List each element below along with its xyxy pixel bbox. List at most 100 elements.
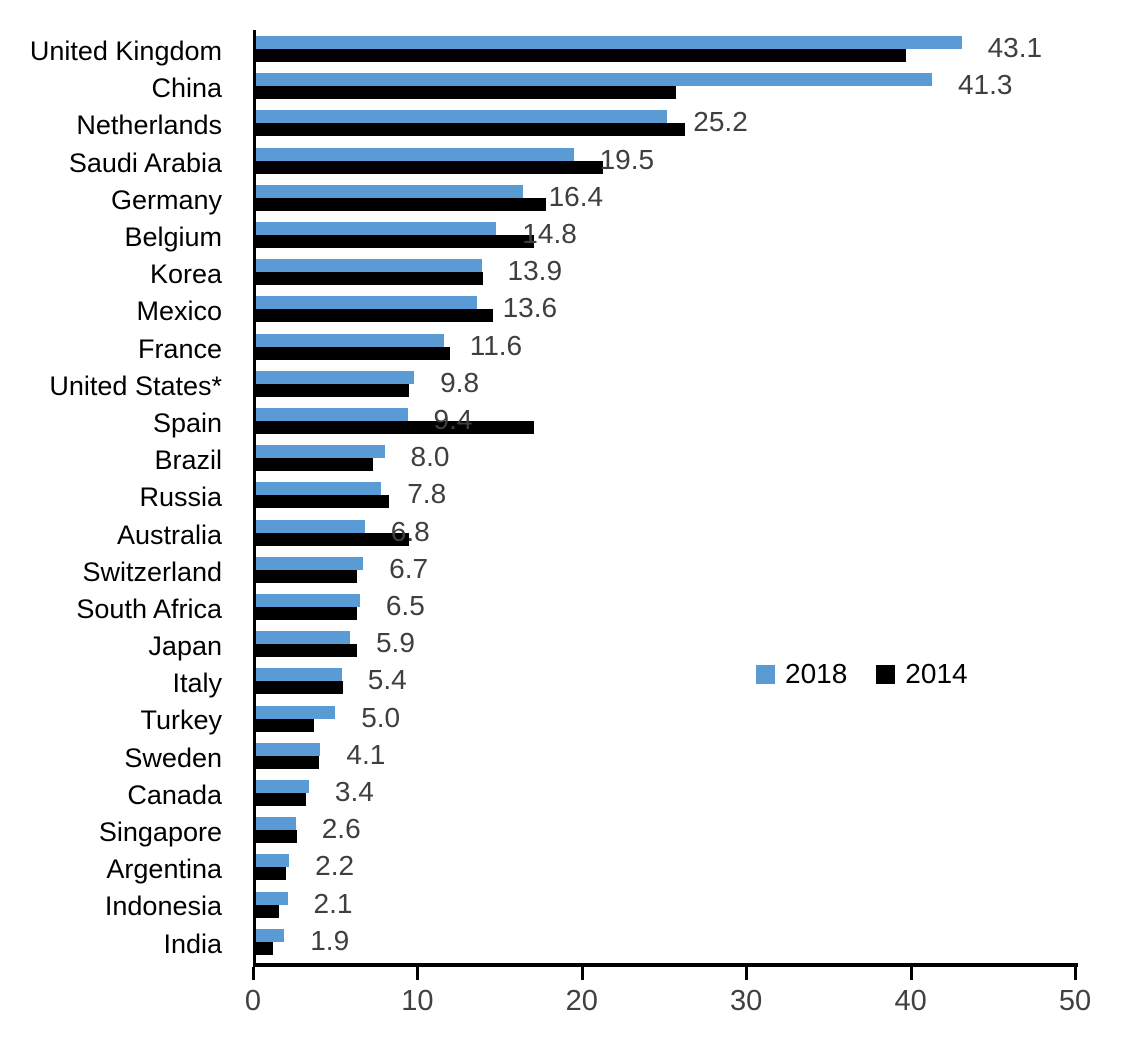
bar-group: 1.9 xyxy=(253,926,1075,963)
legend-swatch-2018-icon xyxy=(756,664,775,684)
category-label: India xyxy=(163,928,222,959)
category-label: Argentina xyxy=(106,854,222,885)
category-label: Brazil xyxy=(154,445,222,476)
bar-group: 5.0 xyxy=(253,703,1075,740)
bar-2014 xyxy=(253,532,410,546)
bar-2018 xyxy=(253,631,350,645)
bar-2014 xyxy=(253,49,906,62)
category-label: Canada xyxy=(127,779,222,810)
bar-2018 xyxy=(253,780,309,793)
x-axis-tick xyxy=(1074,967,1077,980)
category-label: Japan xyxy=(148,631,222,662)
category-label: France xyxy=(137,333,222,364)
bar-2018 xyxy=(253,408,408,421)
bar-2018 xyxy=(253,928,285,942)
category-label: Belgium xyxy=(124,222,222,253)
bar-group: 6.5 xyxy=(253,591,1075,628)
x-axis-tick-label: 50 xyxy=(1058,985,1092,1017)
category-label: Mexico xyxy=(136,296,222,327)
y-axis-line xyxy=(253,30,256,967)
bar-2014 xyxy=(253,421,535,434)
data-label: 13.6 xyxy=(502,292,558,324)
bar-group: 25.2 xyxy=(253,107,1075,144)
bar-2018 xyxy=(253,370,415,384)
data-label: 6.5 xyxy=(385,590,425,621)
bar-2014 xyxy=(253,904,280,918)
bar-group: 5.9 xyxy=(253,628,1075,665)
category-labels: United Kingdom China Netherlands Saudi Arab… xyxy=(0,33,253,963)
x-axis-tick xyxy=(909,967,913,980)
x-axis-tick-label: 10 xyxy=(401,985,434,1017)
x-axis-tick-label: 40 xyxy=(894,985,927,1017)
category-label: Korea xyxy=(149,259,222,290)
bar-2018 xyxy=(253,222,497,235)
bar-group: 2.2 xyxy=(253,851,1075,888)
bar-2014 xyxy=(253,346,451,360)
x-axis-tick xyxy=(745,967,749,980)
bar-2018 xyxy=(253,184,523,198)
bar-group: 16.4 xyxy=(253,182,1075,219)
bar-group: 5.4 xyxy=(253,665,1075,702)
category-label: Turkey xyxy=(140,705,222,736)
x-axis-tick xyxy=(252,967,255,980)
data-label: 14.8 xyxy=(522,218,577,249)
legend-swatch-2014-icon xyxy=(876,664,896,684)
bar-2014 xyxy=(253,160,604,174)
bar-2014 xyxy=(253,197,546,211)
data-label: 25.2 xyxy=(693,106,748,138)
x-axis-line xyxy=(253,963,1078,967)
bar-2014 xyxy=(253,830,298,844)
bar-2018 xyxy=(253,296,477,310)
data-label: 2.1 xyxy=(313,887,353,919)
data-label: 13.9 xyxy=(507,255,563,287)
bar-2018 xyxy=(253,891,288,905)
bar-2018 xyxy=(253,445,385,459)
bar-2014 xyxy=(253,941,273,955)
bar-2014 xyxy=(253,495,390,509)
bar-2018 xyxy=(253,36,962,49)
bar-2018 xyxy=(253,556,364,570)
category-label: Spain xyxy=(152,407,222,438)
category-label: Germany xyxy=(110,184,222,215)
x-axis-tick xyxy=(580,967,584,980)
bar-2014 xyxy=(253,644,357,658)
legend-label-2018: 2018 xyxy=(785,658,848,689)
data-label: 7.8 xyxy=(407,478,447,510)
category-label: Netherlands xyxy=(76,110,222,141)
bar-2014 xyxy=(253,86,676,100)
data-label: 6.7 xyxy=(389,552,429,584)
bar-group: 13.9 xyxy=(253,256,1075,293)
legend-item-2014: 2014 xyxy=(876,658,968,689)
bar-group: 6.8 xyxy=(253,517,1075,554)
legend-item-2018: 2018 xyxy=(756,660,847,688)
bar-2014 xyxy=(253,309,494,323)
x-axis-tick-label: 20 xyxy=(565,985,598,1017)
bar-2018 xyxy=(253,110,668,124)
bar-2018 xyxy=(253,147,574,161)
bar-group: 13.6 xyxy=(253,293,1075,330)
data-label: 4.1 xyxy=(346,738,386,770)
bar-2014 xyxy=(253,383,410,397)
legend-label-2014: 2014 xyxy=(905,658,968,689)
category-label: Indonesia xyxy=(104,891,222,922)
bar-group: 2.6 xyxy=(253,814,1075,851)
bar-2014 xyxy=(253,458,373,472)
bar-2014 xyxy=(253,793,306,806)
bar-2014 xyxy=(253,272,484,286)
bar-2018 xyxy=(253,594,360,607)
bar-group: 11.6 xyxy=(253,331,1075,368)
bar-group: 41.3 xyxy=(253,70,1075,107)
data-label: 41.3 xyxy=(957,69,1013,101)
category-label: Italy xyxy=(172,668,222,699)
x-axis-tick-label: 30 xyxy=(730,985,763,1017)
data-label: 5.4 xyxy=(367,664,407,696)
bar-group: 43.1 xyxy=(253,33,1075,70)
data-label: 16.4 xyxy=(548,180,604,212)
plot-area: 43.1 41.3 25.2 19.5 16.4 14.8 13.9 13.6 11.6 9.8 9… xyxy=(253,33,1075,963)
data-label: 5.0 xyxy=(361,701,401,733)
bar-2018 xyxy=(253,73,932,87)
category-label: Saudi Arabia xyxy=(68,147,222,178)
data-label: 43.1 xyxy=(987,32,1043,63)
category-label: Australia xyxy=(116,519,222,550)
